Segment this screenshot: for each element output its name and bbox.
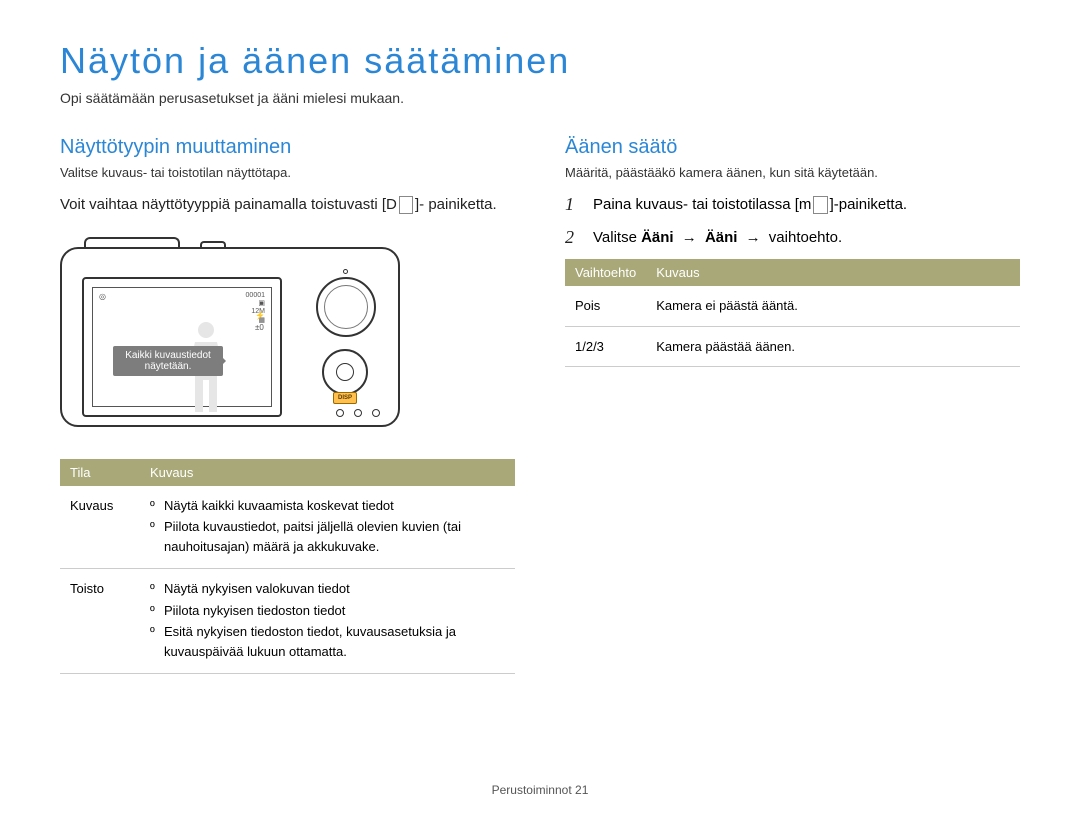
step2-pre: Valitse xyxy=(593,229,641,246)
table-row: Pois Kamera ei päästä ääntä. xyxy=(565,286,1020,326)
step2-seq0: Ääni xyxy=(641,229,674,246)
list-item: Näytä kaikki kuvaamista koskevat tiedot xyxy=(150,496,505,516)
screen-right-icons: ⚡ ±0 xyxy=(255,310,265,336)
step-2: 2 Valitse Ääni → Ääni → vaihtoehto. xyxy=(565,227,1020,250)
screen-top-left-icon: ◎ xyxy=(99,292,106,301)
disp-button[interactable]: DISP xyxy=(333,392,357,404)
left-desc-pre: Voit vaihtaa näyttötyyppiä painamalla to… xyxy=(60,196,397,213)
screen-callout: Kaikki kuvaustiedot näytetään. xyxy=(113,346,223,376)
table-row: Kuvaus Näytä kaikki kuvaamista koskevat … xyxy=(60,486,515,569)
list-item: Esitä nykyisen tiedoston tiedot, kuvausa… xyxy=(150,622,505,661)
left-heading: Näyttötyypin muuttaminen xyxy=(60,136,515,159)
step2-seq2: vaihtoehto xyxy=(769,229,838,246)
camera-screen: ◎ 00001 ▣ 12M ▦ ⚡ ±0 Kaikki kuvaustiedot xyxy=(82,277,282,417)
right-heading: Äänen säätö xyxy=(565,136,1020,159)
list-item: Näytä nykyisen valokuvan tiedot xyxy=(150,579,505,599)
left-desc-post: ]- painiketta. xyxy=(415,196,497,213)
camera-illustration: ◎ 00001 ▣ 12M ▦ ⚡ ±0 Kaikki kuvaustiedot xyxy=(60,237,515,437)
step-1: 1 Paina kuvaus- tai toistotilassa [m ]-p… xyxy=(565,194,1020,217)
footer-label: Perustoiminnot xyxy=(492,783,572,797)
right-sub: Määritä, päästääkö kamera äänen, kun sit… xyxy=(565,165,1020,180)
disp-inline-icon xyxy=(399,196,413,215)
mode-dial-icon xyxy=(316,277,376,337)
bottom-buttons-icon xyxy=(336,409,380,417)
menu-inline-icon xyxy=(813,196,827,215)
right-column: Äänen säätö Määritä, päästääkö kamera ää… xyxy=(565,136,1020,674)
step-number: 2 xyxy=(565,227,579,248)
mode-cell: Kuvaus xyxy=(60,486,140,569)
display-mode-table: Tila Kuvaus Kuvaus Näytä kaikki kuvaamis… xyxy=(60,459,515,675)
opt-cell: Pois xyxy=(565,286,646,326)
th-desc: Kuvaus xyxy=(646,259,1020,286)
table-row: 1/2/3 Kamera päästää äänen. xyxy=(565,326,1020,367)
step2-seq1: Ääni xyxy=(705,229,738,246)
arrow-icon: → xyxy=(746,229,761,246)
step2-post: . xyxy=(838,229,842,246)
list-item: Piilota nykyisen tiedoston tiedot xyxy=(150,601,505,621)
desc-cell: Kamera ei päästä ääntä. xyxy=(646,286,1020,326)
screen-counter: 00001 xyxy=(246,292,265,299)
step-number: 1 xyxy=(565,194,579,215)
footer-pagenum: 21 xyxy=(575,783,588,797)
dpad-icon xyxy=(322,349,368,395)
sound-option-table: Vaihtoehto Kuvaus Pois Kamera ei päästä … xyxy=(565,259,1020,367)
list-item: Piilota kuvaustiedot, paitsi jäljellä ol… xyxy=(150,517,505,556)
th-mode: Tila xyxy=(60,459,140,486)
table-row: Toisto Näytä nykyisen valokuvan tiedot P… xyxy=(60,569,515,674)
page-footer: Perustoiminnot 21 xyxy=(0,783,1080,797)
mode-cell: Toisto xyxy=(60,569,140,674)
desc-cell: Kamera päästää äänen. xyxy=(646,326,1020,367)
step1-pre: Paina kuvaus- tai toistotilassa [m xyxy=(593,196,811,213)
arrow-icon: → xyxy=(682,229,697,246)
step1-post: ]-painiketta. xyxy=(830,196,908,213)
page-subtitle: Opi säätämään perusasetukset ja ääni mie… xyxy=(60,90,1020,106)
opt-cell: 1/2/3 xyxy=(565,326,646,367)
callout-l2: näytetään. xyxy=(145,361,192,372)
th-desc: Kuvaus xyxy=(140,459,515,486)
callout-l1: Kaikki kuvaustiedot xyxy=(125,350,211,361)
left-desc: Voit vaihtaa näyttötyyppiä painamalla to… xyxy=(60,194,515,217)
left-sub: Valitse kuvaus- tai toistotilan näyttöta… xyxy=(60,165,515,180)
left-column: Näyttötyypin muuttaminen Valitse kuvaus-… xyxy=(60,136,515,674)
page-title: Näytön ja äänen säätäminen xyxy=(60,40,1020,82)
th-option: Vaihtoehto xyxy=(565,259,646,286)
